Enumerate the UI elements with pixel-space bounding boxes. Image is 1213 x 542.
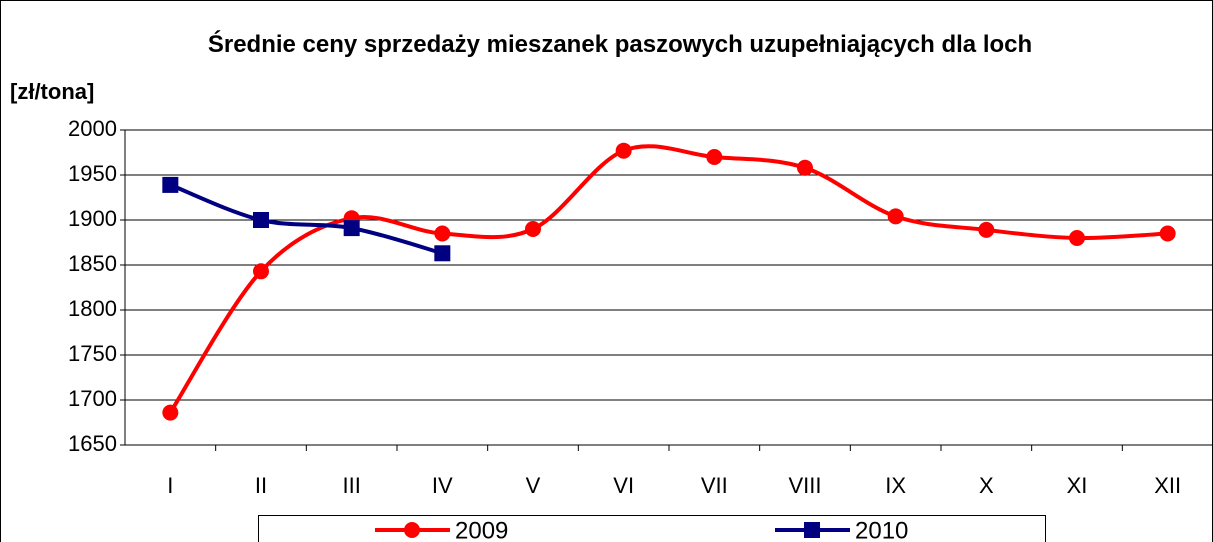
series-line: [168, 144, 1168, 414]
x-tick-label: III: [342, 473, 360, 498]
data-point: [887, 208, 904, 225]
data-point: [434, 245, 451, 262]
data-point: [525, 221, 541, 237]
y-tick-label: 1800: [68, 296, 117, 321]
legend-label: 2009: [455, 517, 508, 542]
y-tick-label: 1700: [68, 386, 117, 411]
data-point: [253, 263, 269, 280]
x-tick-label: I: [167, 473, 173, 498]
series-line: [169, 183, 443, 256]
data-point: [434, 225, 451, 242]
data-point: [253, 212, 269, 228]
legend-marker: [404, 522, 420, 538]
x-tick-label: VIII: [788, 473, 821, 498]
x-tick-label: XI: [1067, 473, 1088, 498]
y-tick-label: 1650: [68, 431, 117, 456]
data-point: [162, 404, 179, 421]
chart-title: Średnie ceny sprzedaży mieszanek paszowy…: [207, 31, 1033, 58]
x-tick-label: VII: [701, 473, 728, 498]
x-tick-label: IV: [432, 473, 453, 498]
data-point: [706, 149, 723, 165]
x-tick-label: IX: [885, 473, 906, 498]
data-point: [162, 176, 179, 193]
data-point: [615, 142, 632, 159]
y-tick-label: 1950: [68, 161, 117, 186]
data-point: [1069, 230, 1085, 246]
legend-label: 2010: [855, 517, 908, 542]
x-tick-label: II: [255, 473, 267, 498]
y-axis-label: [zł/tona]: [10, 79, 94, 104]
legend-marker: [804, 522, 820, 538]
y-tick-label: 2000: [68, 116, 117, 141]
x-tick-label: XII: [1154, 473, 1181, 498]
y-tick-label: 1900: [68, 206, 117, 231]
data-point: [797, 159, 813, 176]
data-point: [343, 220, 360, 237]
y-tick-label: 1850: [68, 251, 117, 276]
data-point: [978, 221, 995, 238]
x-tick-label: X: [979, 473, 994, 498]
x-tick-label: V: [526, 473, 541, 498]
y-tick-label: 1750: [68, 341, 117, 366]
data-point: [1159, 225, 1176, 242]
x-tick-label: VI: [613, 473, 634, 498]
